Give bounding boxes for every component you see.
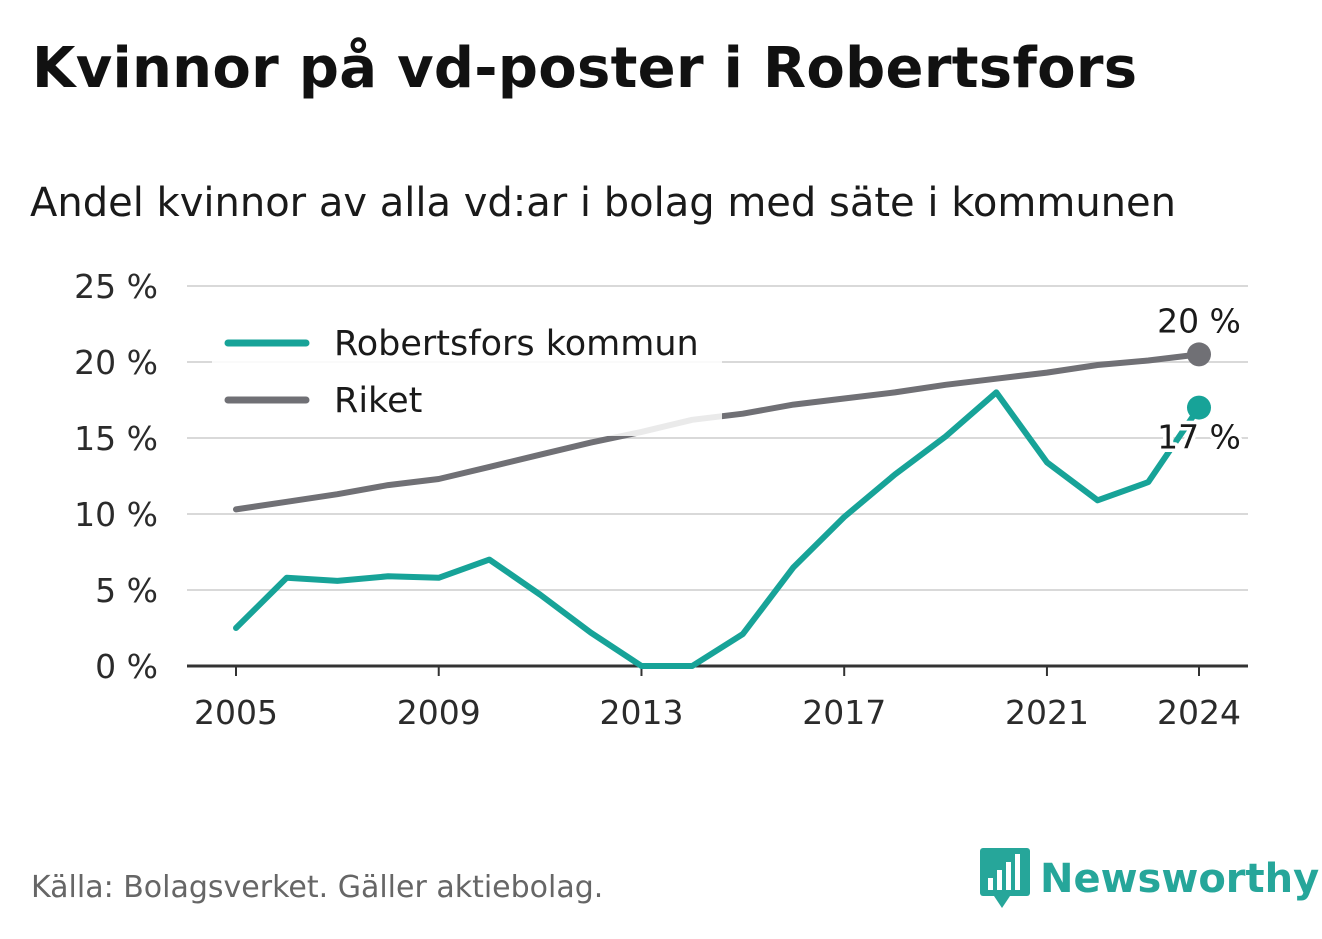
x-tick-label: 2017: [802, 693, 886, 732]
x-tick-label: 2009: [397, 693, 481, 732]
y-tick-label: 10 %: [74, 495, 158, 534]
y-tick-label: 5 %: [95, 571, 158, 610]
legend-background: [212, 318, 722, 436]
x-tick-label: 2021: [1005, 693, 1089, 732]
y-tick-label: 15 %: [74, 419, 158, 458]
chart-title: Kvinnor på vd-poster i Robertsfors: [32, 36, 1138, 101]
x-axis-ticks: 2005 2009 2013 2017 2021 2024: [194, 666, 1241, 732]
y-tick-label: 20 %: [74, 343, 158, 382]
x-tick-label: 2013: [599, 693, 683, 732]
end-label-robertsfors: 17 %: [1157, 418, 1241, 457]
x-tick-label: 2005: [194, 693, 278, 732]
y-tick-label: 0 %: [95, 647, 158, 686]
x-tick-label: 2024: [1157, 693, 1241, 732]
line-chart: 0 %5 %10 %15 %20 %25 % 2005 2009 2013 2017 2…: [74, 267, 1248, 732]
series-line-robertsfors: [233, 389, 1202, 669]
legend-label: Robertsfors kommun: [334, 324, 699, 364]
end-marker-riket: [1187, 342, 1211, 367]
end-marker-robertsfors: [1187, 395, 1211, 420]
end-label-riket: 20 %: [1157, 301, 1241, 340]
y-axis-ticks: 0 % 5 % 10 % 15 % 20 % 25 %: [74, 267, 158, 686]
legend: Robertsfors kommun Riket: [212, 318, 722, 436]
gridlines: [187, 285, 1248, 668]
chart-subtitle: Andel kvinnor av alla vd:ar i bolag med …: [30, 180, 1176, 226]
brand-logo[interactable]: Newsworthy: [980, 848, 1319, 910]
end-markers: 17 % 20 %: [1154, 298, 1245, 460]
source-note: Källa: Bolagsverket. Gäller aktiebolag.: [31, 870, 604, 905]
legend-label: Riket: [334, 381, 422, 421]
y-tick-label: 25 %: [74, 267, 158, 306]
brand-name: Newsworthy: [1040, 856, 1320, 902]
bar-chart-speech-bubble-icon: [980, 848, 1030, 908]
